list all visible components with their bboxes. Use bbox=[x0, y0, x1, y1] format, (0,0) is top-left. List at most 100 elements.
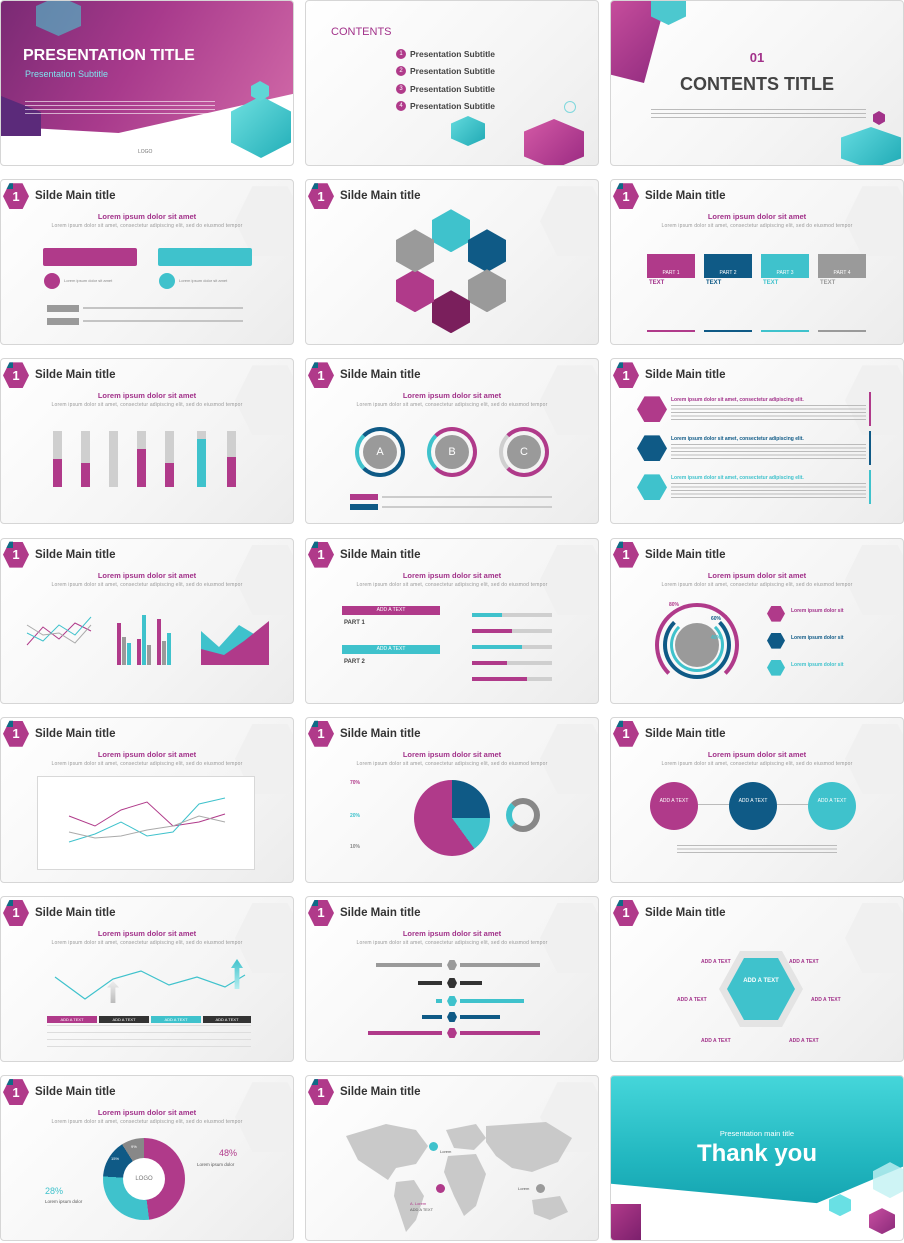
slide-thumbnail-3[interactable]: 01 CONTENTS TITLE bbox=[610, 0, 904, 166]
slide-header: 1 Silde Main title bbox=[611, 720, 726, 748]
slide-thumbnail-17[interactable]: 1 Silde Main title Lorem ipsum dolor sit … bbox=[305, 895, 599, 1062]
user-avatar bbox=[675, 622, 719, 667]
flag-icon bbox=[159, 273, 175, 290]
slide-header: 1 Silde Main title bbox=[1, 541, 116, 569]
slide-thumbnail-5[interactable]: 1 Silde Main title bbox=[305, 179, 599, 346]
slide-number-badge: 1 bbox=[613, 541, 639, 568]
pct-48: 48% bbox=[219, 1148, 238, 1159]
donut-logo: LOGO bbox=[123, 1158, 165, 1201]
map-pin-icon bbox=[429, 1142, 438, 1152]
slide-thumbnail-6[interactable]: 1 Silde Main title Lorem ipsum dolor sit … bbox=[610, 179, 904, 346]
pct-label: 70% bbox=[350, 779, 361, 786]
item-title: Lorem ipsum dolor sit amet, consectetur … bbox=[671, 397, 804, 404]
slide-number-badge: 1 bbox=[308, 183, 334, 210]
slide-title: Silde Main title bbox=[35, 548, 116, 561]
chat-icon bbox=[767, 659, 785, 676]
tag-label-2: Lorem ipsum dolor sit amet bbox=[179, 278, 228, 284]
add-text-banner: ADD A TEXT bbox=[342, 605, 440, 615]
hex-item bbox=[396, 269, 434, 313]
slide-thumbnail-9[interactable]: 1 Silde Main title Lorem ipsum dolor sit … bbox=[610, 358, 904, 525]
slide-number-badge: 1 bbox=[308, 1079, 334, 1106]
slide-title: Silde Main title bbox=[645, 906, 726, 919]
slide-number-badge: 1 bbox=[3, 541, 29, 568]
slide-header: 1 Silde Main title bbox=[306, 361, 421, 389]
slide-title: Silde Main title bbox=[340, 369, 421, 382]
lorem-heading: Lorem ipsum dolor sit amet bbox=[707, 212, 807, 222]
circle-letter-c: C bbox=[507, 435, 541, 470]
lorem-sub: Lorem ipsum dolor sit amet, consectetur … bbox=[661, 223, 853, 230]
hand-icon bbox=[44, 273, 60, 290]
slide-header: 1 Silde Main title bbox=[1, 720, 116, 748]
slide-title: Silde Main title bbox=[645, 727, 726, 740]
slide-thumbnail-13[interactable]: 1 Silde Main title Lorem ipsum dolor sit … bbox=[0, 716, 294, 883]
add-text-circle: ADD A TEXT bbox=[729, 781, 777, 830]
part-tile: PART 3 bbox=[761, 254, 809, 279]
lorem-sub: Lorem ipsum dolor sit amet, consectetur … bbox=[356, 402, 548, 409]
slide-number-badge: 1 bbox=[613, 183, 639, 210]
mini-area-chart bbox=[201, 620, 269, 665]
item-label: Presentation Subtitle bbox=[410, 48, 496, 59]
contents-item[interactable]: 2 Presentation Subtitle bbox=[396, 63, 495, 81]
lorem-sub: Lorem ipsum dolor sit amet, consectetur … bbox=[356, 581, 548, 588]
item-title: Lorem ipsum dolor sit bbox=[791, 634, 844, 641]
contents-item[interactable]: 1 Presentation Subtitle bbox=[396, 45, 495, 63]
magnifier-donut bbox=[506, 797, 540, 832]
item-label: Presentation Subtitle bbox=[410, 101, 496, 112]
bulb-icon bbox=[767, 632, 785, 649]
slide-thumbnail-8[interactable]: 1 Silde Main title Lorem ipsum dolor sit … bbox=[305, 358, 599, 525]
part-tile: PART 4 bbox=[818, 254, 866, 279]
pct-label: 20% bbox=[350, 812, 361, 819]
slide-header: 1 Silde Main title bbox=[611, 899, 726, 927]
slide-thumbnail-1[interactable]: PRESENTATION TITLE Presentation Subtitle… bbox=[0, 0, 294, 166]
slide-thumbnail-11[interactable]: 1 Silde Main title Lorem ipsum dolor sit … bbox=[305, 537, 599, 704]
hex-item bbox=[468, 269, 506, 313]
lorem-sub: Lorem ipsum dolor sit amet, consectetur … bbox=[356, 939, 548, 946]
slide-thumbnail-21[interactable]: Presentation main title Thank you bbox=[610, 1075, 904, 1242]
text-line bbox=[83, 307, 243, 310]
slide-thumbnail-18[interactable]: 1 Silde Main title ADD A TEXT ADD A TEXT … bbox=[610, 895, 904, 1062]
slide-header: 1 Silde Main title bbox=[611, 182, 726, 210]
hex-label: ADD A TEXT bbox=[789, 1037, 819, 1044]
item-label: Lorem ipsum dolor bbox=[45, 1199, 83, 1205]
h-bar-chart bbox=[472, 611, 558, 691]
hex-label: ADD A TEXT bbox=[789, 958, 819, 965]
slide-thumbnail-12[interactable]: 1 Silde Main title Lorem ipsum dolor sit … bbox=[610, 537, 904, 704]
slide-thumbnail-19[interactable]: 1 Silde Main title Lorem ipsum dolor sit … bbox=[0, 1075, 294, 1242]
slide-thumbnail-15[interactable]: 1 Silde Main title Lorem ipsum dolor sit … bbox=[610, 716, 904, 883]
pin-label: Lorem bbox=[440, 1149, 452, 1155]
slide-number-badge: 1 bbox=[308, 899, 334, 926]
contents-item[interactable]: 3 Presentation Subtitle bbox=[396, 80, 495, 98]
lorem-heading: Lorem ipsum dolor sit amet bbox=[402, 928, 502, 938]
item-label: Lorem ipsum dolor bbox=[197, 1162, 235, 1168]
part-text: TEXT bbox=[820, 280, 836, 287]
slide-thumbnail-4[interactable]: 1 Silde Main title Lorem ipsum dolor sit … bbox=[0, 179, 294, 346]
presentation-subtitle: Presentation Subtitle bbox=[25, 69, 109, 79]
slide-thumbnail-20[interactable]: 1 Silde Main title Lorem A. Lorem ADD A T… bbox=[305, 1075, 599, 1242]
section-number: 01 bbox=[749, 50, 765, 65]
slide-thumbnail-14[interactable]: 1 Silde Main title Lorem ipsum dolor sit … bbox=[305, 716, 599, 883]
part-text: TEXT bbox=[649, 280, 665, 287]
slide-thumbnail-2[interactable]: CONTENTS 1 Presentation Subtitle 2 Present… bbox=[305, 0, 599, 166]
location-icon bbox=[637, 396, 667, 423]
lorem-sub: Lorem ipsum dolor sit amet, consectetur … bbox=[51, 402, 243, 409]
logo-text: LOGO bbox=[138, 149, 153, 155]
slide-thumbnail-16[interactable]: 1 Silde Main title Lorem ipsum dolor sit … bbox=[0, 895, 294, 1062]
section-title: CONTENTS TITLE bbox=[680, 74, 834, 94]
slide-header: 1 Silde Main title bbox=[1, 1078, 116, 1106]
contents-item[interactable]: 4 Presentation Subtitle bbox=[396, 98, 495, 116]
slide-thumbnail-10[interactable]: 1 Silde Main title Lorem ipsum dolor sit … bbox=[0, 537, 294, 704]
item-label: Presentation Subtitle bbox=[410, 66, 496, 77]
slide-header: 1 Silde Main title bbox=[1, 899, 116, 927]
ring-80 bbox=[655, 602, 739, 687]
slide-number-badge: 1 bbox=[3, 720, 29, 747]
slide-title: Silde Main title bbox=[340, 1086, 421, 1099]
lorem-heading: Lorem ipsum dolor sit amet bbox=[97, 928, 197, 938]
slide-header: 1 Silde Main title bbox=[306, 720, 421, 748]
add-text-circle: ADD A TEXT bbox=[808, 781, 856, 830]
pin-label: A. Lorem bbox=[410, 1201, 427, 1207]
slide-thumbnail-7[interactable]: 1 Silde Main title Lorem ipsum dolor sit … bbox=[0, 358, 294, 525]
item-number: 2 bbox=[396, 66, 406, 77]
item-title: Lorem ipsum dolor sit bbox=[791, 607, 844, 614]
item-number: 4 bbox=[396, 101, 406, 112]
